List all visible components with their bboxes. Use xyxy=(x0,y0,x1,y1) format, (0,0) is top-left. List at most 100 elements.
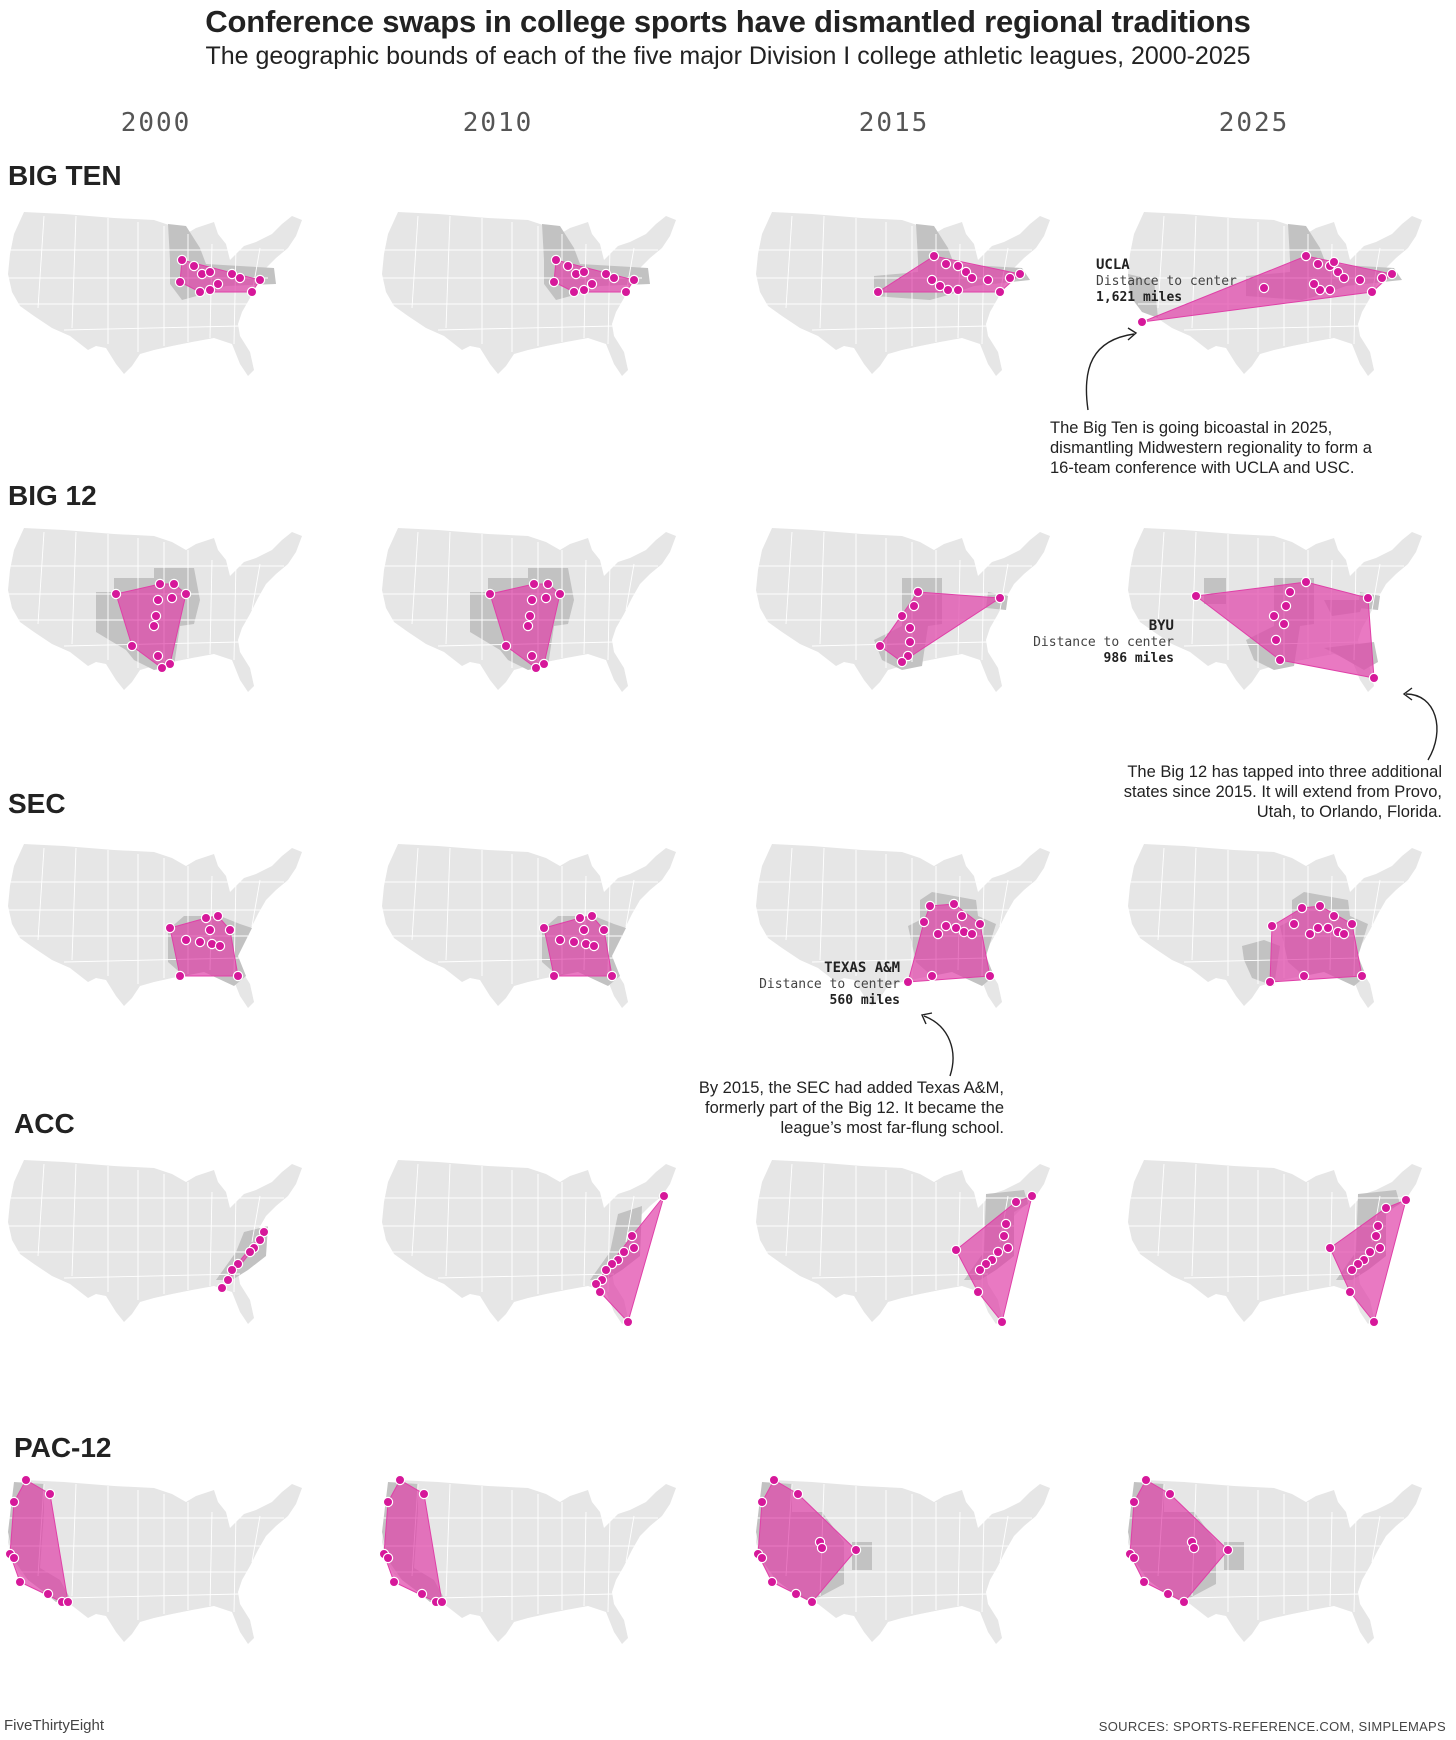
school-dot-big-12-2025-3 xyxy=(1278,618,1290,630)
callout-ucla-arrowhead xyxy=(1127,327,1138,341)
school-dot-acc-2000-4 xyxy=(232,1258,244,1270)
school-dot-big-ten-2010-5 xyxy=(578,284,590,296)
school-dot-acc-2015-7 xyxy=(980,1258,992,1270)
school-dot-big-12-2015-3 xyxy=(904,622,916,634)
school-dot-acc-2025-8 xyxy=(1346,1264,1358,1276)
callout-ucla: UCLA Distance to center 1,621 miles xyxy=(1085,257,1237,411)
school-dot-sec-2025-12 xyxy=(1264,976,1276,988)
school-dot-acc-2015-8 xyxy=(974,1264,986,1276)
school-dot-acc-2015-10 xyxy=(950,1244,962,1256)
school-dot-big-ten-2000-8 xyxy=(234,272,246,284)
school-dot-big-12-2000-1 xyxy=(168,578,180,590)
school-dot-sec-2015-9 xyxy=(974,918,986,930)
note-big-12: The Big 12 has tapped into three additio… xyxy=(1123,763,1442,821)
school-dot-big-ten-2025-9 xyxy=(1376,272,1388,284)
us-map-land xyxy=(8,844,302,1008)
school-dot-sec-2015-2 xyxy=(956,910,968,922)
school-dot-big-ten-2010-3 xyxy=(578,266,590,278)
school-dot-big-12-2010-7 xyxy=(500,640,512,652)
school-dot-big-ten-2025-1 xyxy=(1312,258,1324,270)
school-dot-sec-2000-6 xyxy=(214,940,226,952)
school-dot-big-12-2000-0 xyxy=(154,578,166,590)
callout-ucla-arrow xyxy=(1085,333,1135,411)
school-dot-sec-2015-7 xyxy=(926,970,938,982)
school-dot-big-12-2000-9 xyxy=(164,658,176,670)
school-dot-sec-2015-8 xyxy=(984,970,996,982)
school-dot-big-ten-2010-9 xyxy=(620,286,632,298)
credit: FiveThirtyEight xyxy=(4,1717,105,1734)
school-dot-big-ten-2000-4 xyxy=(194,286,206,298)
map-sec-2010 xyxy=(381,844,676,1008)
school-dot-big-ten-2010-6 xyxy=(586,278,598,290)
school-dot-acc-2015-3 xyxy=(998,1230,1010,1242)
school-dot-acc-2000-7 xyxy=(216,1282,228,1294)
school-dot-acc-2010-0 xyxy=(658,1190,670,1202)
school-dot-big-ten-2015-9 xyxy=(1004,272,1016,284)
school-dot-sec-2025-3 xyxy=(1328,910,1340,922)
us-map-land xyxy=(8,212,302,376)
school-dot-sec-2025-2 xyxy=(1314,900,1326,912)
chart-title: Conference swaps in college sports have … xyxy=(205,4,1251,39)
conference-label-sec: SEC xyxy=(8,788,66,819)
school-dot-big-ten-2000-0 xyxy=(176,254,188,266)
school-dot-big-ten-2010-11 xyxy=(548,276,560,288)
school-dot-big-ten-2010-4 xyxy=(568,286,580,298)
school-dot-big-ten-2015-7 xyxy=(982,274,994,286)
map-big-12-2015 xyxy=(755,528,1050,692)
school-dot-sec-2000-8 xyxy=(174,970,186,982)
map-big-12-2010 xyxy=(381,528,676,692)
school-dot-big-12-2015-2 xyxy=(896,610,908,622)
callout-byu-name: BYU xyxy=(1149,618,1174,634)
school-dot-pac-12-2015-7 xyxy=(806,1596,818,1608)
school-dot-big-12-2000-8 xyxy=(152,650,164,662)
school-dot-big-12-2025-6 xyxy=(1274,654,1286,666)
callout-byu-arrowhead xyxy=(1402,687,1413,701)
school-dot-pac-12-2015-9 xyxy=(816,1542,828,1554)
school-dot-pac-12-2015-1 xyxy=(756,1496,768,1508)
callout-tamu-value: 560 miles xyxy=(830,993,900,1008)
us-map-land xyxy=(382,844,676,1008)
school-dot-big-12-2010-9 xyxy=(538,658,550,670)
school-dot-sec-2000-3 xyxy=(204,924,216,936)
school-dot-sec-2025-9 xyxy=(1356,970,1368,982)
school-dot-acc-2025-3 xyxy=(1370,1230,1382,1242)
year-label-2000: 2000 xyxy=(120,108,192,138)
school-dot-big-ten-2025-13 xyxy=(1328,256,1340,268)
map-acc-2015 xyxy=(755,1160,1050,1328)
school-dot-big-ten-2025-12 xyxy=(1308,278,1320,290)
school-dot-big-ten-2015-1 xyxy=(940,258,952,270)
school-dot-pac-12-2025-0 xyxy=(1140,1474,1152,1486)
school-dot-acc-2025-11 xyxy=(1368,1316,1380,1328)
school-dot-acc-2015-0 xyxy=(1026,1190,1038,1202)
school-dot-sec-2025-8 xyxy=(1298,970,1310,982)
map-big-ten-2000 xyxy=(7,212,302,376)
school-dot-big-ten-2025-0 xyxy=(1300,250,1312,262)
conference-label-acc: ACC xyxy=(14,1108,75,1139)
school-dot-sec-2025-5 xyxy=(1322,922,1334,934)
school-dot-big-ten-2000-5 xyxy=(204,284,216,296)
school-dot-pac-12-2025-5 xyxy=(1138,1576,1150,1588)
school-dot-pac-12-2015-0 xyxy=(768,1474,780,1486)
school-dot-acc-2015-5 xyxy=(992,1246,1004,1258)
school-dot-big-ten-2015-2 xyxy=(952,260,964,272)
school-dot-pac-12-2025-4 xyxy=(1128,1552,1140,1564)
school-dot-pac-12-2010-1 xyxy=(382,1496,394,1508)
school-dot-pac-12-2025-6 xyxy=(1162,1588,1174,1600)
school-dot-acc-2015-1 xyxy=(1010,1196,1022,1208)
school-dot-big-12-2010-2 xyxy=(554,588,566,600)
school-dot-big-ten-2010-7 xyxy=(600,268,612,280)
school-dot-big-ten-2025-14 xyxy=(1136,316,1148,328)
school-dot-big-ten-2000-6 xyxy=(212,278,224,290)
school-dot-big-12-2010-1 xyxy=(542,578,554,590)
school-dot-pac-12-2015-6 xyxy=(790,1588,802,1600)
school-dot-big-12-2025-8 xyxy=(1362,592,1374,604)
school-dot-pac-12-2000-0 xyxy=(20,1474,32,1486)
map-sec-2000 xyxy=(7,844,302,1008)
school-dot-big-12-2010-6 xyxy=(522,620,534,632)
note-big-ten: The Big Ten is going bicoastal in 2025, … xyxy=(1050,419,1372,477)
school-dot-pac-12-2000-2 xyxy=(44,1488,56,1500)
school-dot-pac-12-2015-5 xyxy=(766,1576,778,1588)
school-dot-acc-2025-2 xyxy=(1372,1220,1384,1232)
note-sec: By 2015, the SEC had added Texas A&M, fo… xyxy=(698,1079,1004,1137)
school-dot-big-12-2015-8 xyxy=(994,592,1006,604)
